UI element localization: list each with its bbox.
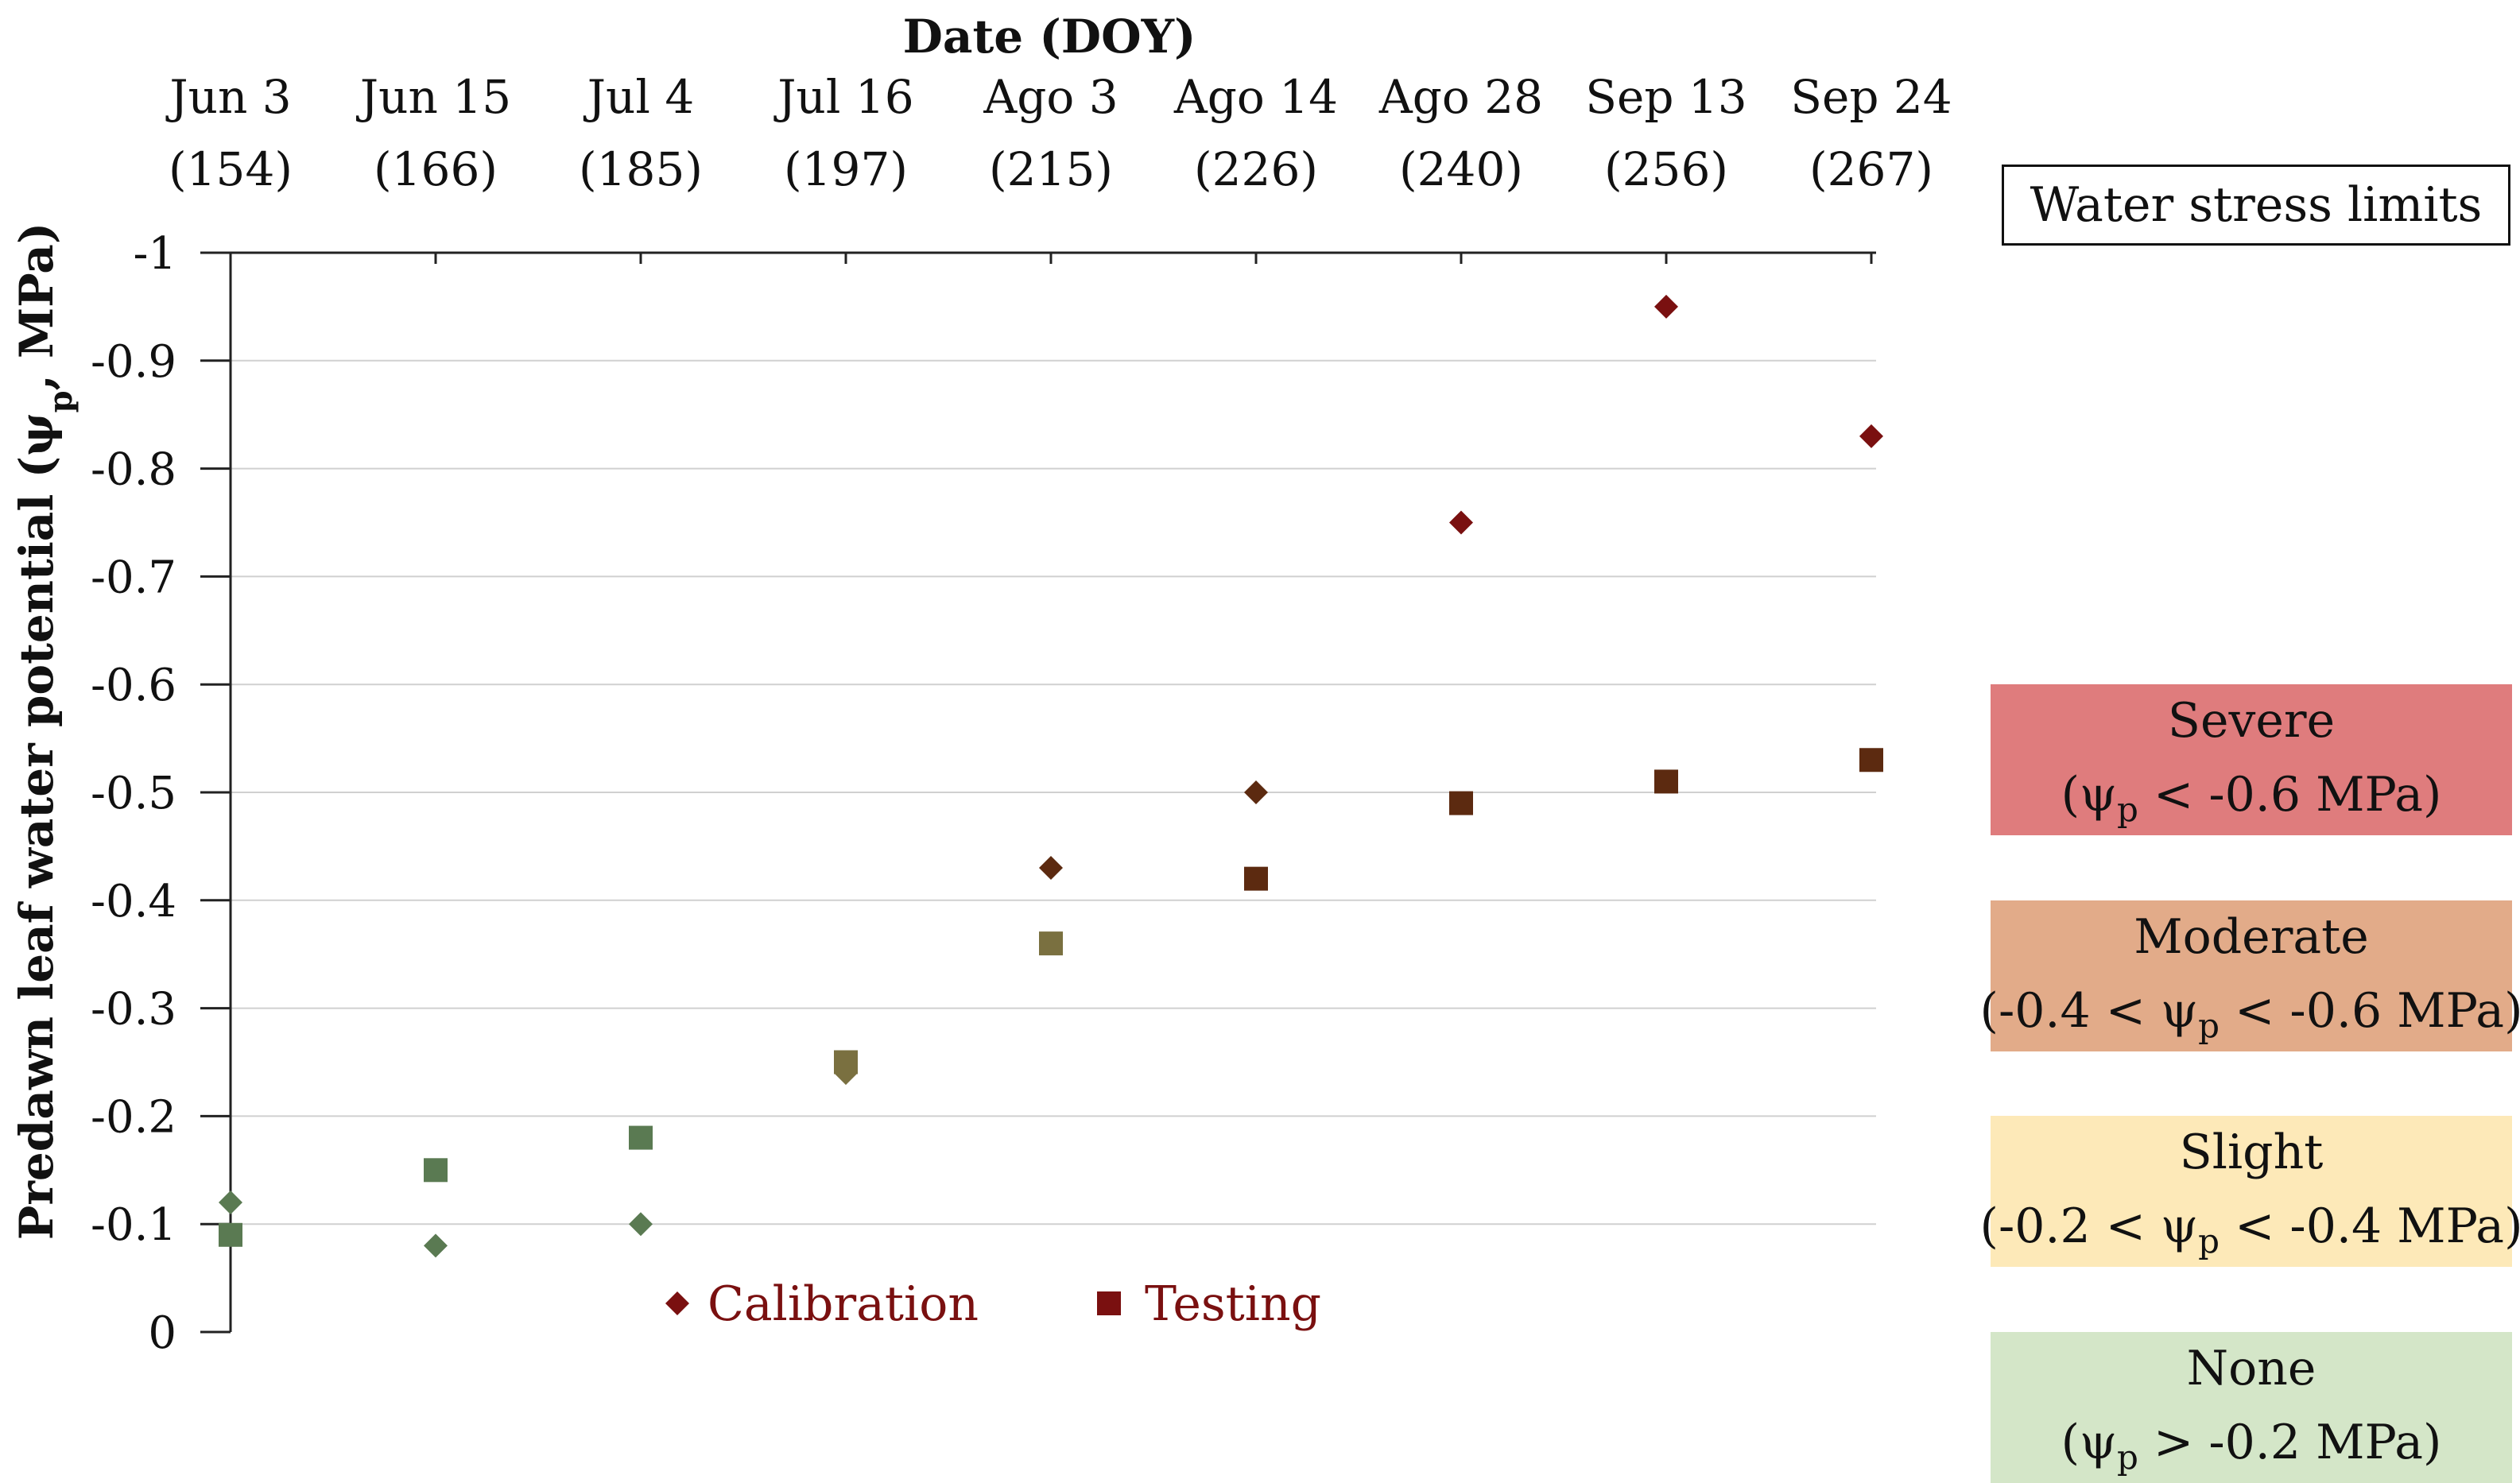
testing-point (219, 1222, 242, 1247)
stress-level-condition: (ψp < -0.6 MPa) (2061, 758, 2442, 835)
condition-prefix: (ψ (2061, 767, 2118, 823)
stress-level-condition: (-0.4 < ψp < -0.6 MPa) (1980, 974, 2520, 1051)
x-tick-label-date: Jun 3 (165, 70, 291, 124)
calibration-point (1859, 424, 1883, 448)
condition-subscript: p (2198, 1222, 2220, 1261)
y-tick-label: -0.1 (91, 1199, 176, 1251)
stress-level-severe: Severe (ψp < -0.6 MPa) (1991, 684, 2512, 836)
legend-calibration-marker (665, 1291, 689, 1315)
legend-calibration-label: Calibration (708, 1276, 979, 1332)
condition-suffix: < -0.6 MPa) (2138, 767, 2442, 823)
chart-title: Date (DOY) (903, 10, 1196, 64)
testing-point (834, 1050, 858, 1074)
stress-level-name: Moderate (2134, 908, 2369, 965)
y-axis-label-unit: , MPa) (10, 223, 64, 391)
condition-prefix: (-0.4 < ψ (1979, 982, 2199, 1039)
y-tick-label: -0.6 (91, 660, 176, 711)
x-tick-label-doy: (185) (579, 142, 703, 196)
gridlines (231, 252, 1876, 1226)
legend: Calibration Testing (665, 1276, 1321, 1332)
condition-subscript: p (2198, 1005, 2220, 1045)
stress-level-condition: (-0.2 < ψp < -0.4 MPa) (1980, 1190, 2520, 1267)
stress-level-name: Slight (2179, 1125, 2324, 1181)
testing-point (1654, 769, 1678, 794)
x-tick-label-doy: (197) (784, 142, 908, 196)
testing-point (1039, 931, 1063, 956)
x-tick-label-date: Jul 4 (583, 70, 695, 124)
y-axis-label-main: Predawn leaf water potential (ψ (10, 412, 64, 1240)
calibration-point (1654, 294, 1678, 319)
condition-prefix: (-0.2 < ψ (1979, 1198, 2199, 1255)
testing-point (424, 1158, 448, 1183)
x-tick-label-date: Sep 13 (1585, 70, 1747, 124)
y-tick-label: -0.5 (91, 768, 176, 819)
condition-suffix: < -0.4 MPa) (2220, 1198, 2520, 1255)
water-potential-chart: 0 -0.1 -0.2 -0.3 -0.4 -0.5 -0.6 -0.7 -0.8 -0.9 -1 J… (10, 10, 1952, 1359)
testing-point (1859, 748, 1883, 772)
data-points (219, 294, 1883, 1258)
y-tick-label: -0.7 (91, 552, 176, 603)
x-tick-label-date: Ago 28 (1378, 70, 1543, 124)
condition-subscript: p (2117, 790, 2138, 830)
x-tick-label-date: Sep 24 (1790, 70, 1952, 124)
calibration-point (629, 1212, 653, 1237)
x-tick-label-doy: (226) (1194, 142, 1318, 196)
testing-point (629, 1125, 653, 1150)
condition-suffix: > -0.2 MPa) (2138, 1415, 2442, 1470)
y-tick-label: -0.4 (91, 876, 176, 927)
calibration-point (219, 1191, 242, 1215)
stress-level-condition: (ψp > -0.2 MPa) (2061, 1406, 2442, 1483)
axes: 0 -0.1 -0.2 -0.3 -0.4 -0.5 -0.6 -0.7 -0.8 -0.9 -1 J… (91, 70, 1952, 1359)
y-tick-label: -0.2 (91, 1091, 176, 1143)
stress-level-moderate: Moderate (-0.4 < ψp < -0.6 MPa) (1980, 900, 2520, 1051)
calibration-point (424, 1233, 448, 1258)
y-tick-label: -0.3 (91, 984, 176, 1036)
testing-point (1244, 866, 1268, 891)
x-tick-label-date: Ago 3 (983, 70, 1118, 124)
condition-suffix: < -0.6 MPa) (2220, 982, 2520, 1039)
condition-prefix: (ψ (2061, 1415, 2118, 1470)
stress-limits-title: Water stress limits (2002, 165, 2510, 246)
x-tick-label-date: Jun 15 (356, 70, 511, 124)
y-axis-label-subscript: p (42, 390, 79, 412)
x-tick-label-date: Jul 16 (773, 70, 913, 124)
y-tick-label: -0.8 (91, 444, 176, 496)
condition-subscript: p (2117, 1438, 2138, 1477)
stress-level-slight: Slight (-0.2 < ψp < -0.4 MPa) (1980, 1116, 2520, 1268)
x-tick-label-doy: (240) (1399, 142, 1523, 196)
y-axis-label: Predawn leaf water potential (ψp, MPa) (10, 223, 79, 1241)
stress-level-name: None (2186, 1341, 2316, 1396)
testing-point (1449, 791, 1473, 815)
x-tick-label-doy: (166) (374, 142, 498, 196)
x-tick-label-doy: (215) (989, 142, 1113, 196)
stress-level-name: Severe (2167, 693, 2336, 749)
y-tick-label: -0.9 (91, 336, 176, 388)
legend-testing-marker (1097, 1291, 1121, 1315)
x-tick-label-doy: (256) (1604, 142, 1728, 196)
x-tick-label-date: Ago 14 (1173, 70, 1338, 124)
legend-testing-label: Testing (1145, 1276, 1321, 1332)
y-tick-label: 0 (148, 1307, 176, 1359)
calibration-point (1039, 856, 1063, 881)
x-tick-label-doy: (267) (1809, 142, 1933, 196)
calibration-point (1244, 780, 1268, 804)
x-tick-label-doy: (154) (169, 142, 293, 196)
stress-level-none: None (ψp > -0.2 MPa) (1991, 1332, 2512, 1483)
calibration-point (1449, 510, 1473, 535)
y-tick-label: -1 (133, 228, 176, 280)
